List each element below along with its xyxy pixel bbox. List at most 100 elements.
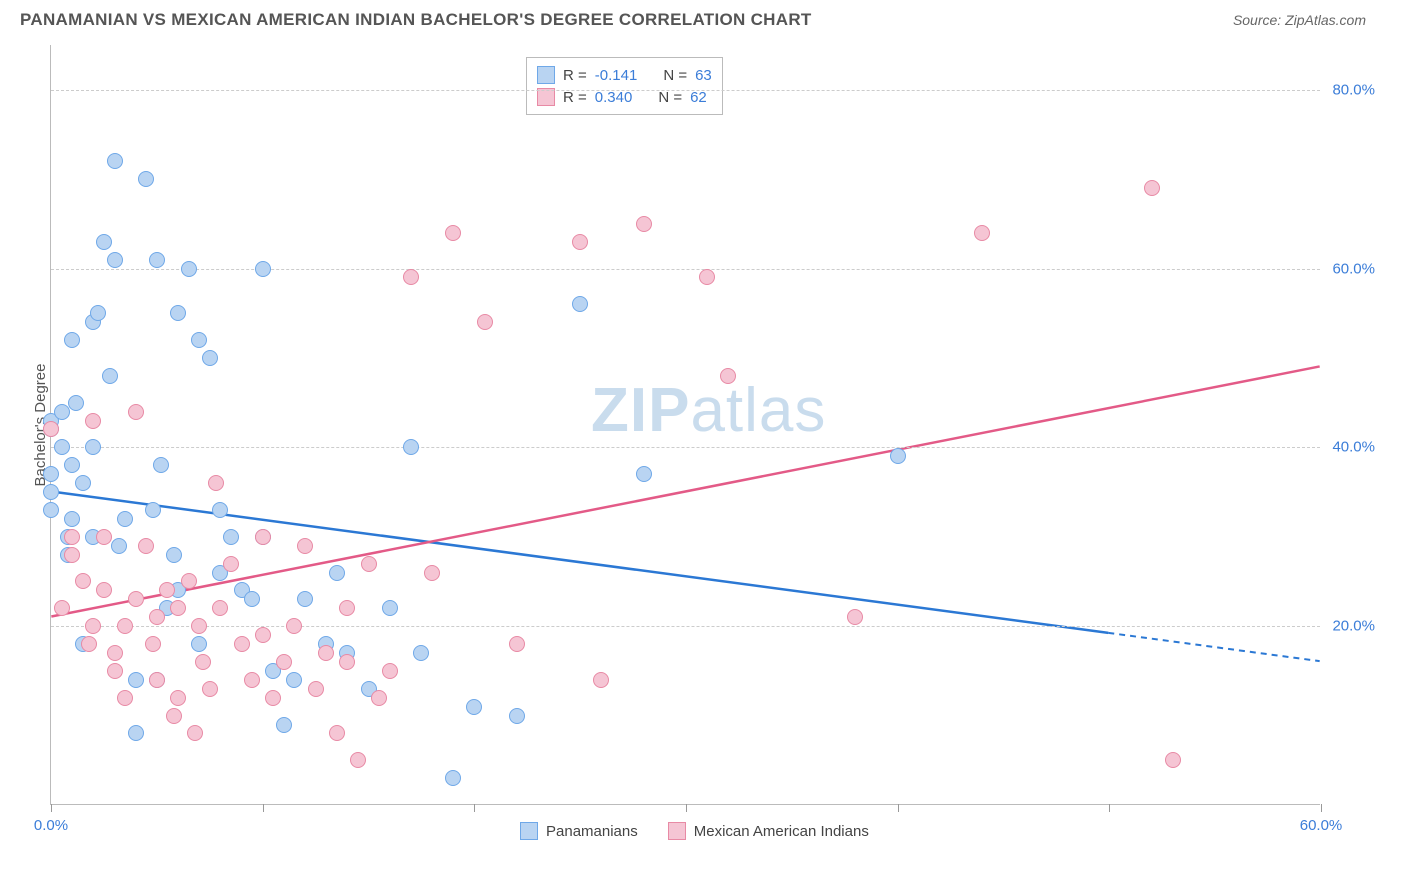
- data-point-mexican_american_indians: [166, 708, 182, 724]
- data-point-panamanians: [202, 350, 218, 366]
- data-point-mexican_american_indians: [382, 663, 398, 679]
- data-point-panamanians: [128, 725, 144, 741]
- x-tick-mark: [474, 804, 475, 812]
- stat-n-value: 63: [695, 67, 712, 84]
- data-point-panamanians: [572, 296, 588, 312]
- data-point-mexican_american_indians: [255, 627, 271, 643]
- data-point-mexican_american_indians: [191, 618, 207, 634]
- data-point-mexican_american_indians: [181, 573, 197, 589]
- data-point-panamanians: [102, 368, 118, 384]
- data-point-mexican_american_indians: [276, 654, 292, 670]
- data-point-panamanians: [138, 171, 154, 187]
- data-point-mexican_american_indians: [202, 681, 218, 697]
- data-point-mexican_american_indians: [138, 538, 154, 554]
- stat-r-label: R =: [563, 89, 587, 106]
- data-point-mexican_american_indians: [117, 690, 133, 706]
- data-point-panamanians: [191, 636, 207, 652]
- stat-n-label: N =: [658, 89, 682, 106]
- data-point-mexican_american_indians: [286, 618, 302, 634]
- data-point-panamanians: [149, 252, 165, 268]
- data-point-panamanians: [54, 404, 70, 420]
- data-point-panamanians: [64, 457, 80, 473]
- data-point-panamanians: [445, 770, 461, 786]
- gridline-h: [51, 447, 1320, 448]
- data-point-mexican_american_indians: [117, 618, 133, 634]
- data-point-mexican_american_indians: [509, 636, 525, 652]
- data-point-panamanians: [191, 332, 207, 348]
- data-point-mexican_american_indians: [1144, 180, 1160, 196]
- data-point-mexican_american_indians: [170, 690, 186, 706]
- data-point-mexican_american_indians: [96, 582, 112, 598]
- x-tick-mark: [686, 804, 687, 812]
- stat-r-value: 0.340: [595, 89, 633, 106]
- data-point-panamanians: [96, 234, 112, 250]
- data-point-panamanians: [107, 252, 123, 268]
- data-point-mexican_american_indians: [255, 529, 271, 545]
- data-point-mexican_american_indians: [85, 618, 101, 634]
- data-point-mexican_american_indians: [361, 556, 377, 572]
- stats-box: R = -0.141 N = 63 R = 0.340 N = 62: [526, 57, 723, 115]
- data-point-panamanians: [297, 591, 313, 607]
- data-point-mexican_american_indians: [265, 690, 281, 706]
- data-point-mexican_american_indians: [43, 421, 59, 437]
- chart-container: Bachelor's Degree ZIPatlas R = -0.141N =…: [50, 45, 1370, 805]
- data-point-panamanians: [43, 466, 59, 482]
- data-point-panamanians: [68, 395, 84, 411]
- data-point-panamanians: [117, 511, 133, 527]
- data-point-mexican_american_indians: [85, 413, 101, 429]
- data-point-panamanians: [85, 439, 101, 455]
- x-tick-mark: [51, 804, 52, 812]
- data-point-panamanians: [43, 502, 59, 518]
- data-point-panamanians: [64, 511, 80, 527]
- data-point-mexican_american_indians: [339, 600, 355, 616]
- stat-n-label: N =: [663, 67, 687, 84]
- data-point-mexican_american_indians: [244, 672, 260, 688]
- x-tick-mark: [263, 804, 264, 812]
- legend-item-panamanians: Panamanians: [520, 822, 638, 840]
- data-point-panamanians: [153, 457, 169, 473]
- data-point-mexican_american_indians: [477, 314, 493, 330]
- x-tick-label: 60.0%: [1300, 817, 1343, 834]
- gridline-h: [51, 269, 1320, 270]
- data-point-panamanians: [403, 439, 419, 455]
- data-point-mexican_american_indians: [308, 681, 324, 697]
- data-point-mexican_american_indians: [212, 600, 228, 616]
- data-point-panamanians: [90, 305, 106, 321]
- chart-title: PANAMANIAN VS MEXICAN AMERICAN INDIAN BA…: [20, 10, 812, 30]
- trend-lines: [51, 45, 1320, 804]
- data-point-panamanians: [413, 645, 429, 661]
- gridline-h: [51, 90, 1320, 91]
- legend-item-mexican_american_indians: Mexican American Indians: [668, 822, 869, 840]
- data-point-mexican_american_indians: [847, 609, 863, 625]
- data-point-mexican_american_indians: [234, 636, 250, 652]
- data-point-mexican_american_indians: [107, 645, 123, 661]
- data-point-panamanians: [244, 591, 260, 607]
- legend-label: Panamanians: [546, 823, 638, 840]
- trend-line-dashed-panamanians: [1108, 633, 1319, 661]
- data-point-mexican_american_indians: [208, 475, 224, 491]
- legend-label: Mexican American Indians: [694, 823, 869, 840]
- data-point-panamanians: [276, 717, 292, 733]
- data-point-panamanians: [382, 600, 398, 616]
- data-point-mexican_american_indians: [195, 654, 211, 670]
- stat-r-value: -0.141: [595, 67, 638, 84]
- data-point-mexican_american_indians: [1165, 752, 1181, 768]
- gridline-h: [51, 626, 1320, 627]
- data-point-mexican_american_indians: [974, 225, 990, 241]
- stat-n-value: 62: [690, 89, 707, 106]
- data-point-mexican_american_indians: [149, 672, 165, 688]
- data-point-panamanians: [54, 439, 70, 455]
- data-point-panamanians: [43, 484, 59, 500]
- data-point-panamanians: [145, 502, 161, 518]
- data-point-mexican_american_indians: [223, 556, 239, 572]
- data-point-mexican_american_indians: [145, 636, 161, 652]
- data-point-mexican_american_indians: [149, 609, 165, 625]
- y-tick-label: 20.0%: [1332, 618, 1375, 635]
- data-point-mexican_american_indians: [96, 529, 112, 545]
- data-point-mexican_american_indians: [699, 269, 715, 285]
- swatch-panamanians: [520, 822, 538, 840]
- data-point-mexican_american_indians: [350, 752, 366, 768]
- stat-r-label: R =: [563, 67, 587, 84]
- data-point-mexican_american_indians: [107, 663, 123, 679]
- data-point-mexican_american_indians: [297, 538, 313, 554]
